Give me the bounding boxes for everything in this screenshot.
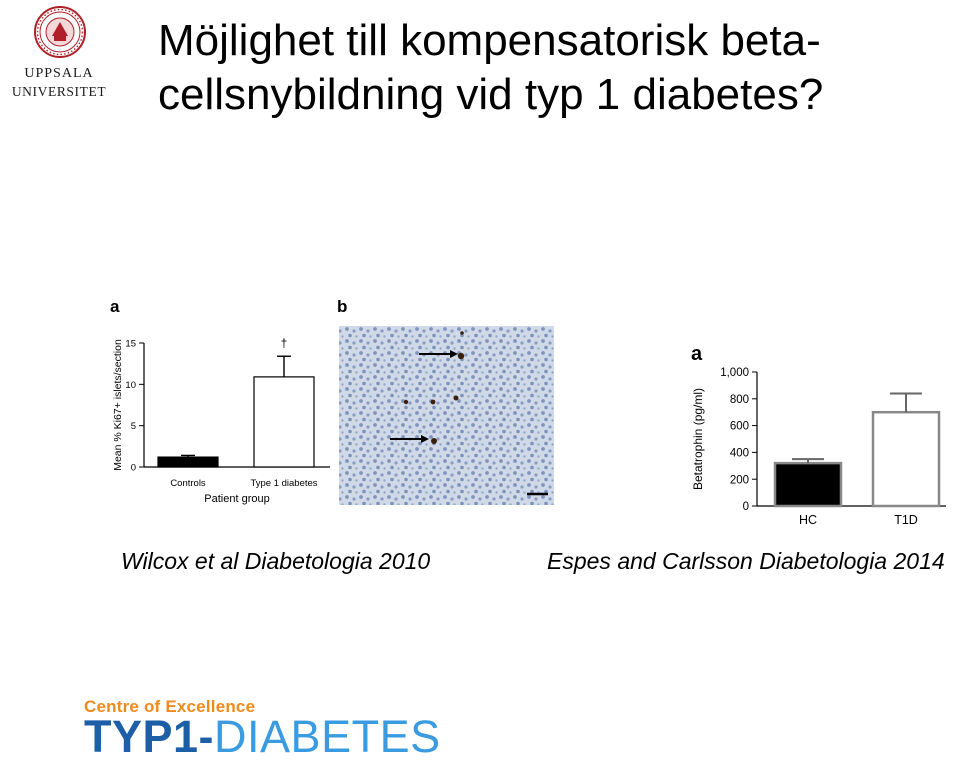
university-logo: UPPSALA UNIVERSITET (4, 6, 114, 110)
y-tick-label: 10 (125, 380, 136, 391)
slide-title: Möjlighet till kompensatorisk beta- cell… (158, 14, 948, 122)
y-tick-label: 600 (730, 421, 749, 433)
micrograph-image (339, 326, 554, 505)
figure-espes: a 0 200 400 600 800 1,000 HC T1D Betatrophin (pg… (691, 343, 946, 527)
coe-logo: Centre of Excellence TYP1-DIABETES (84, 697, 440, 767)
x-category-label: T1D (894, 513, 918, 527)
coe-logo-wordmark: TYP1-DIABETES (84, 711, 441, 763)
bar (253, 376, 315, 468)
coe-logo-dash: - (198, 711, 215, 762)
figure-wilcox: a b 0 5 10 15 Controls Type 1 diabetes Patient… (110, 297, 554, 505)
y-tick-label: 0 (743, 501, 749, 513)
x-category-label: Type 1 diabetes (250, 478, 317, 489)
chart-ki67: 0 5 10 15 Controls Type 1 diabetes Patient gro… (112, 336, 330, 505)
y-tick-label: 800 (730, 394, 749, 406)
significance-dagger: † (281, 336, 288, 350)
y-tick-label: 1,000 (720, 367, 749, 379)
y-tick-label: 15 (125, 338, 136, 349)
title-line2: cellsnybildning vid typ 1 diabetes? (158, 70, 824, 119)
y-axis-label: Mean % Ki67+ islets/section (112, 339, 124, 471)
chart-betatrophin: 0 200 400 600 800 1,000 HC T1D Betatrophin (pg/m… (691, 367, 946, 527)
caption-espes: Espes and Carlsson Diabetologia 2014 (547, 548, 945, 574)
panel-label-b: b (337, 297, 347, 316)
y-tick-label: 200 (730, 474, 749, 486)
university-seal-icon (34, 6, 86, 58)
title-line1: Möjlighet till kompensatorisk beta- (158, 16, 821, 65)
caption-wilcox: Wilcox et al Diabetologia 2010 (121, 548, 431, 574)
panel-label-a: a (110, 297, 120, 316)
logo-name-line1: UPPSALA (24, 66, 94, 81)
y-axis-label: Betatrophin (pg/ml) (691, 388, 705, 490)
coe-logo-tagline: Centre of Excellence (84, 697, 256, 716)
x-category-label: HC (799, 513, 817, 527)
panel-label-a-espes: a (691, 343, 703, 365)
x-category-label: Controls (170, 478, 206, 489)
y-tick-label: 0 (131, 462, 136, 473)
coe-logo-part2: DIABETES (214, 711, 441, 762)
bar (773, 461, 843, 508)
y-tick-label: 400 (730, 448, 749, 460)
logo-name-line2: UNIVERSITET (11, 84, 107, 99)
y-tick-label: 5 (131, 421, 136, 432)
bar (157, 456, 219, 468)
coe-logo-part1: TYP1 (84, 711, 199, 762)
bar (871, 410, 941, 508)
x-axis-label: Patient group (204, 493, 269, 505)
